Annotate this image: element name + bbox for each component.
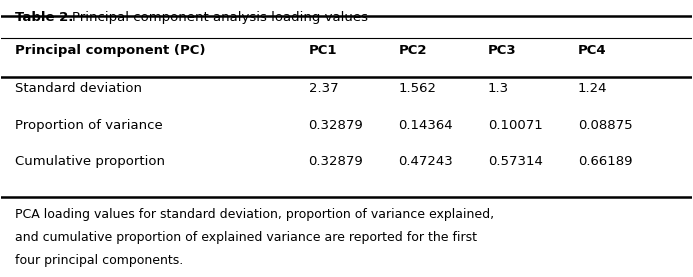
Text: 2.37: 2.37 <box>308 82 338 95</box>
Text: 0.14364: 0.14364 <box>398 119 453 132</box>
Text: and cumulative proportion of explained variance are reported for the first: and cumulative proportion of explained v… <box>15 231 477 244</box>
Text: Cumulative proportion: Cumulative proportion <box>15 155 165 168</box>
Text: 1.24: 1.24 <box>578 82 607 95</box>
Text: 0.32879: 0.32879 <box>308 155 363 168</box>
Text: 0.08875: 0.08875 <box>578 119 632 132</box>
Text: PC2: PC2 <box>398 44 427 57</box>
Text: 0.32879: 0.32879 <box>308 119 363 132</box>
Text: 1.562: 1.562 <box>398 82 437 95</box>
Text: PC1: PC1 <box>308 44 337 57</box>
Text: PC4: PC4 <box>578 44 606 57</box>
Text: 0.47243: 0.47243 <box>398 155 453 168</box>
Text: Principal component (PC): Principal component (PC) <box>15 44 206 57</box>
Text: Principal component analysis loading values: Principal component analysis loading val… <box>72 11 368 24</box>
Text: Proportion of variance: Proportion of variance <box>15 119 163 132</box>
Text: 0.10071: 0.10071 <box>488 119 543 132</box>
Text: 0.57314: 0.57314 <box>488 155 543 168</box>
Text: 1.3: 1.3 <box>488 82 509 95</box>
Text: 0.66189: 0.66189 <box>578 155 632 168</box>
Text: PCA loading values for standard deviation, proportion of variance explained,: PCA loading values for standard deviatio… <box>15 208 494 221</box>
Text: PC3: PC3 <box>488 44 516 57</box>
Text: Standard deviation: Standard deviation <box>15 82 142 95</box>
Text: Table 2.: Table 2. <box>15 11 73 24</box>
Text: four principal components.: four principal components. <box>15 254 184 267</box>
